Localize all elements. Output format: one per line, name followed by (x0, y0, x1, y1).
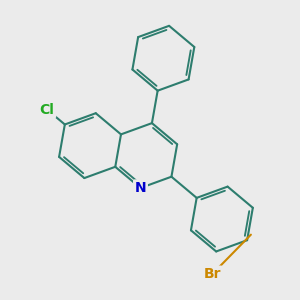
Text: Cl: Cl (40, 103, 55, 117)
Text: Br: Br (203, 267, 221, 281)
Text: N: N (135, 181, 146, 195)
